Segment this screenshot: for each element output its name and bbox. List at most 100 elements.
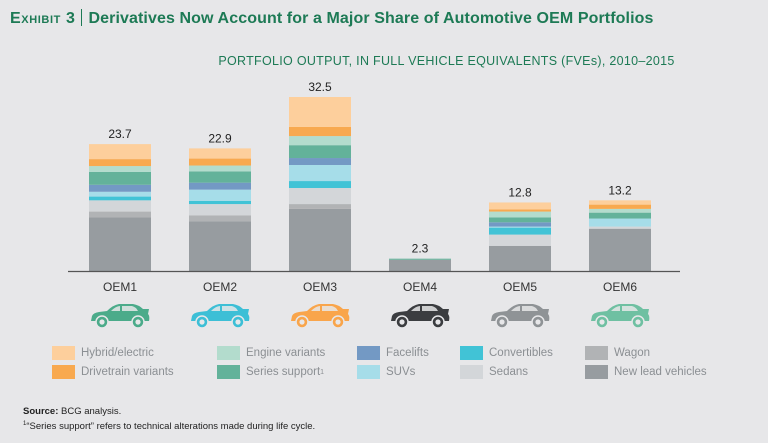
x-tick-label: OEM5 — [503, 280, 537, 294]
bar-segment-drivetrain-variants-oem2 — [189, 158, 251, 166]
legend-item-new-lead-vehicles: New lead vehicles — [585, 365, 707, 379]
legend-swatch — [217, 365, 240, 379]
legend-label: Sedans — [489, 366, 529, 378]
bar-segment-engine-variants-oem2 — [189, 165, 251, 172]
car-icon — [289, 302, 350, 330]
bar-segment-series-support-oem2 — [189, 171, 251, 183]
car-icon — [489, 302, 550, 330]
bar-segment-hybrid-electric-oem6 — [589, 200, 651, 205]
bar-segment-drivetrain-variants-oem5 — [489, 209, 551, 212]
legend-item-engine-variants: Engine variants — [217, 346, 325, 360]
bar-segment-facelifts-oem5 — [489, 222, 551, 227]
bar-total-label: 12.8 — [508, 185, 532, 199]
bar-segment-hybrid-electric-oem2 — [189, 148, 251, 159]
legend-swatch — [217, 346, 240, 360]
legend-swatch — [357, 346, 380, 360]
x-tick-label: OEM3 — [303, 280, 337, 294]
legend-swatch — [460, 365, 483, 379]
footnote-marker: 1 — [320, 368, 325, 376]
legend-label: Hybrid/electric — [81, 347, 154, 359]
bar-segment-new-lead-vehicles-oem4 — [389, 259, 451, 271]
legend-item-convertibles: Convertibles — [460, 346, 553, 360]
x-tick-label: OEM1 — [103, 280, 137, 294]
bar-segment-engine-variants-oem3 — [289, 136, 351, 146]
exhibit-header: Exhibit 3 Derivatives Now Account for a M… — [10, 9, 654, 28]
bar-segment-sedans-oem5 — [489, 234, 551, 246]
bar-segment-sedans-oem6 — [589, 226, 651, 229]
bar-segment-new-lead-vehicles-oem1 — [89, 217, 151, 271]
footnote-marker: 1 — [23, 421, 27, 427]
bar-segment-engine-variants-oem5 — [489, 211, 551, 218]
car-icon — [89, 302, 150, 330]
bar-segment-suvs-oem3 — [289, 164, 351, 182]
legend-label: Facelifts — [386, 347, 429, 359]
legend-swatch — [460, 346, 483, 360]
legend-swatch — [52, 346, 75, 360]
legend-swatch — [52, 365, 75, 379]
bar-total-label: 32.5 — [308, 80, 332, 94]
bar-segment-new-lead-vehicles-oem3 — [289, 208, 351, 271]
legend-item-wagon: Wagon — [585, 346, 650, 360]
x-tick-label: OEM6 — [603, 280, 637, 294]
bar-segment-facelifts-oem2 — [189, 182, 251, 190]
legend-label: Series support — [246, 366, 321, 378]
bar-segment-facelifts-oem1 — [89, 184, 151, 192]
bar-segment-new-lead-vehicles-oem2 — [189, 221, 251, 271]
car-icon — [189, 302, 250, 330]
legend-label: Drivetrain variants — [81, 366, 174, 378]
bar-segment-convertibles-oem5 — [489, 227, 551, 235]
bar-segment-suvs-oem1 — [89, 191, 151, 197]
legend-swatch — [585, 346, 608, 360]
car-icon — [589, 302, 650, 330]
legend-item-series-support: Series support 1 — [217, 365, 324, 379]
legend-label: Convertibles — [489, 347, 553, 359]
bar-segment-series-support-oem4 — [389, 258, 451, 260]
legend-swatch — [357, 365, 380, 379]
legend-item-drivetrain-variants: Drivetrain variants — [52, 365, 174, 379]
bar-segment-engine-variants-oem1 — [89, 166, 151, 172]
bar-segment-wagon-oem3 — [289, 204, 351, 209]
header-divider — [81, 9, 83, 26]
legend-item-hybrid-electric: Hybrid/electric — [52, 346, 154, 360]
bar-segment-sedans-oem2 — [189, 204, 251, 216]
bar-segment-hybrid-electric-oem5 — [489, 202, 551, 210]
car-icon — [389, 302, 450, 330]
bar-segment-series-support-oem1 — [89, 171, 151, 185]
bar-segment-suvs-oem2 — [189, 189, 251, 201]
footnote-text: “Series support” refers to technical alt… — [26, 421, 316, 433]
bar-segment-drivetrain-variants-oem6 — [589, 204, 651, 209]
bar-total-label: 2.3 — [412, 242, 429, 256]
bar-segment-suvs-oem5 — [489, 226, 551, 228]
bar-segment-new-lead-vehicles-oem5 — [489, 245, 551, 271]
bar-segment-facelifts-oem3 — [289, 158, 351, 165]
legend-item-suvs: SUVs — [357, 365, 415, 379]
bar-total-label: 22.9 — [208, 131, 232, 145]
legend-item-facelifts: Facelifts — [357, 346, 429, 360]
bar-segment-series-support-oem3 — [289, 145, 351, 159]
source-label: Source: — [23, 406, 59, 417]
exhibit-title: Derivatives Now Account for a Major Shar… — [88, 10, 654, 27]
bar-segment-hybrid-electric-oem1 — [89, 144, 151, 160]
source-note: Source: BCG analysis. 1“Series support” … — [23, 405, 315, 433]
bar-segment-suvs-oem6 — [589, 218, 651, 227]
source-text: BCG analysis. — [61, 406, 122, 417]
bar-segment-series-support-oem5 — [489, 217, 551, 223]
bar-total-label: 13.2 — [608, 183, 632, 197]
bar-segment-wagon-oem1 — [89, 211, 151, 218]
source-line: Source: BCG analysis. — [23, 405, 315, 418]
bar-segment-drivetrain-variants-oem1 — [89, 159, 151, 167]
bar-segment-convertibles-oem3 — [289, 181, 351, 189]
bar-segment-convertibles-oem2 — [189, 200, 251, 205]
legend-label: Wagon — [614, 347, 651, 359]
bar-total-label: 23.7 — [108, 127, 132, 141]
legend-label: Engine variants — [246, 347, 326, 359]
chart-title: PORTFOLIO OUTPUT, IN FULL VEHICLE EQUIVA… — [218, 54, 675, 68]
bar-segment-hybrid-electric-oem3 — [289, 97, 351, 127]
legend-label: New lead vehicles — [614, 366, 707, 378]
legend-swatch — [585, 365, 608, 379]
bar-segment-engine-variants-oem6 — [589, 208, 651, 213]
bar-segment-sedans-oem1 — [89, 200, 151, 212]
legend-label: SUVs — [386, 366, 416, 378]
x-tick-label: OEM4 — [403, 280, 437, 294]
